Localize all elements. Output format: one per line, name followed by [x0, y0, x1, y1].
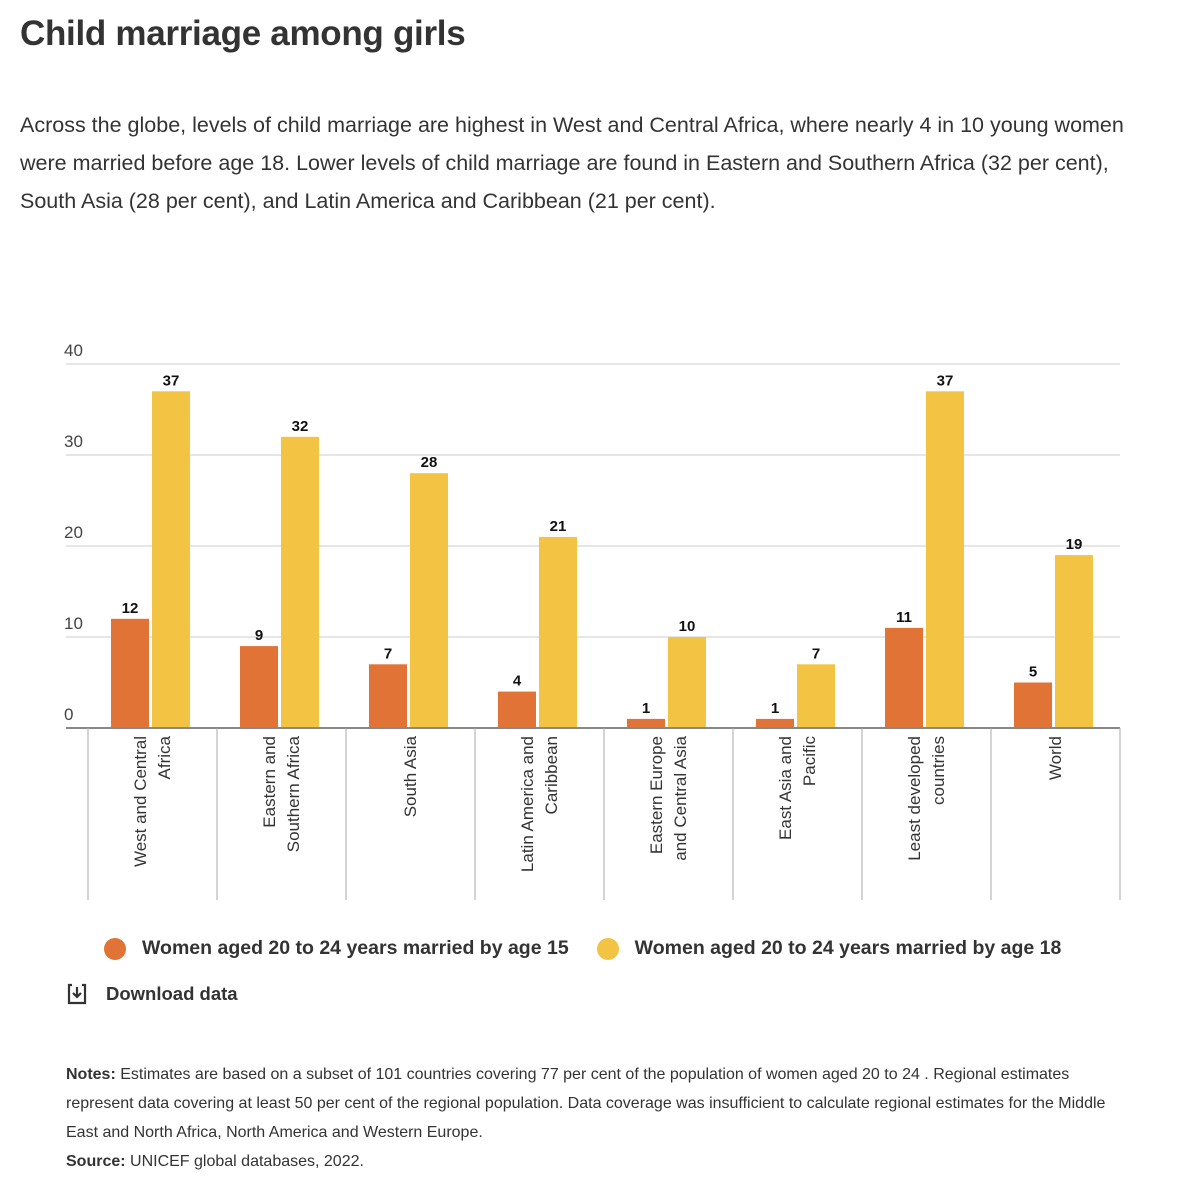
bar	[498, 691, 536, 728]
x-tick-label: Southern Africa	[284, 735, 303, 852]
data-label: 7	[812, 645, 820, 662]
x-tick-label: Africa	[155, 735, 174, 779]
chart-title: Child marriage among girls	[20, 14, 466, 53]
y-tick-label: 40	[64, 341, 83, 360]
data-label: 10	[679, 618, 696, 635]
bar	[668, 637, 706, 728]
x-tick-label: Caribbean	[542, 736, 561, 814]
bar	[369, 664, 407, 728]
data-label: 4	[513, 673, 522, 690]
legend-dot-age15	[104, 937, 126, 960]
legend-dot-age18	[596, 937, 619, 960]
legend: Women aged 20 to 24 years married by age…	[104, 937, 1089, 960]
notes-section: Notes: Estimates are based on a subset o…	[66, 1060, 1126, 1176]
data-label: 9	[255, 627, 263, 644]
bar	[152, 391, 190, 728]
data-label: 7	[384, 645, 392, 662]
x-tick-label: South Asia	[401, 735, 420, 817]
data-label: 37	[163, 372, 180, 389]
legend-label-age15: Women aged 20 to 24 years married by age…	[142, 937, 569, 959]
y-tick-label: 10	[64, 614, 83, 633]
x-tick-label: countries	[929, 736, 948, 805]
source-paragraph: Source: UNICEF global databases, 2022.	[66, 1147, 1126, 1176]
data-label: 12	[122, 600, 139, 617]
bar	[539, 536, 577, 728]
bar	[756, 718, 794, 728]
download-data-button[interactable]: Download data	[66, 982, 238, 1006]
download-icon	[67, 983, 87, 1005]
bar	[797, 664, 835, 728]
notes-text: Estimates are based on a subset of 101 c…	[66, 1066, 1106, 1141]
data-label: 19	[1066, 536, 1083, 553]
bar	[281, 436, 319, 728]
y-tick-label: 30	[64, 432, 83, 451]
x-tick-label: East Asia and	[776, 736, 795, 840]
x-tick-label: Eastern Europe	[647, 736, 666, 854]
x-tick-label: West and Central	[131, 736, 150, 867]
bar	[627, 718, 665, 728]
y-tick-label: 0	[64, 705, 73, 724]
x-tick-label: Latin America and	[518, 736, 537, 872]
x-tick-label: Pacific	[800, 736, 819, 787]
x-tick-label: Eastern and	[260, 736, 279, 828]
data-label: 32	[292, 418, 309, 435]
download-data-label: Download data	[106, 983, 238, 1004]
bar	[926, 391, 964, 728]
data-label: 5	[1029, 664, 1037, 681]
x-tick-label: and Central Asia	[671, 735, 690, 860]
bar	[885, 627, 923, 728]
legend-item-age18[interactable]: Women aged 20 to 24 years married by age…	[596, 937, 1062, 960]
bar	[240, 646, 278, 728]
notes-label: Notes:	[66, 1066, 116, 1083]
bar	[410, 473, 448, 728]
legend-label-age18: Women aged 20 to 24 years married by age…	[634, 937, 1062, 959]
data-label: 1	[771, 700, 779, 717]
bar	[1014, 682, 1052, 728]
y-tick-label: 20	[64, 523, 83, 542]
source-label: Source:	[66, 1153, 126, 1170]
source-text: UNICEF global databases, 2022.	[125, 1153, 364, 1170]
notes-paragraph: Notes: Estimates are based on a subset o…	[66, 1060, 1126, 1147]
x-tick-label: Least developed	[905, 736, 924, 861]
chart-subtitle: Across the globe, levels of child marria…	[20, 113, 1124, 213]
bar-chart: 0 10 20 30 40 12 37 9 32 7 28 4 21 1 10 1 7 11 37 5 19 West a…	[64, 341, 1121, 900]
data-label: 21	[550, 518, 567, 535]
data-label: 28	[421, 454, 438, 471]
data-label: 37	[937, 372, 954, 389]
bar	[1055, 555, 1093, 728]
data-label: 11	[896, 609, 912, 626]
x-tick-label: World	[1046, 736, 1065, 780]
bar	[111, 618, 149, 728]
legend-item-age15[interactable]: Women aged 20 to 24 years married by age…	[104, 937, 569, 960]
data-label: 1	[642, 700, 650, 717]
